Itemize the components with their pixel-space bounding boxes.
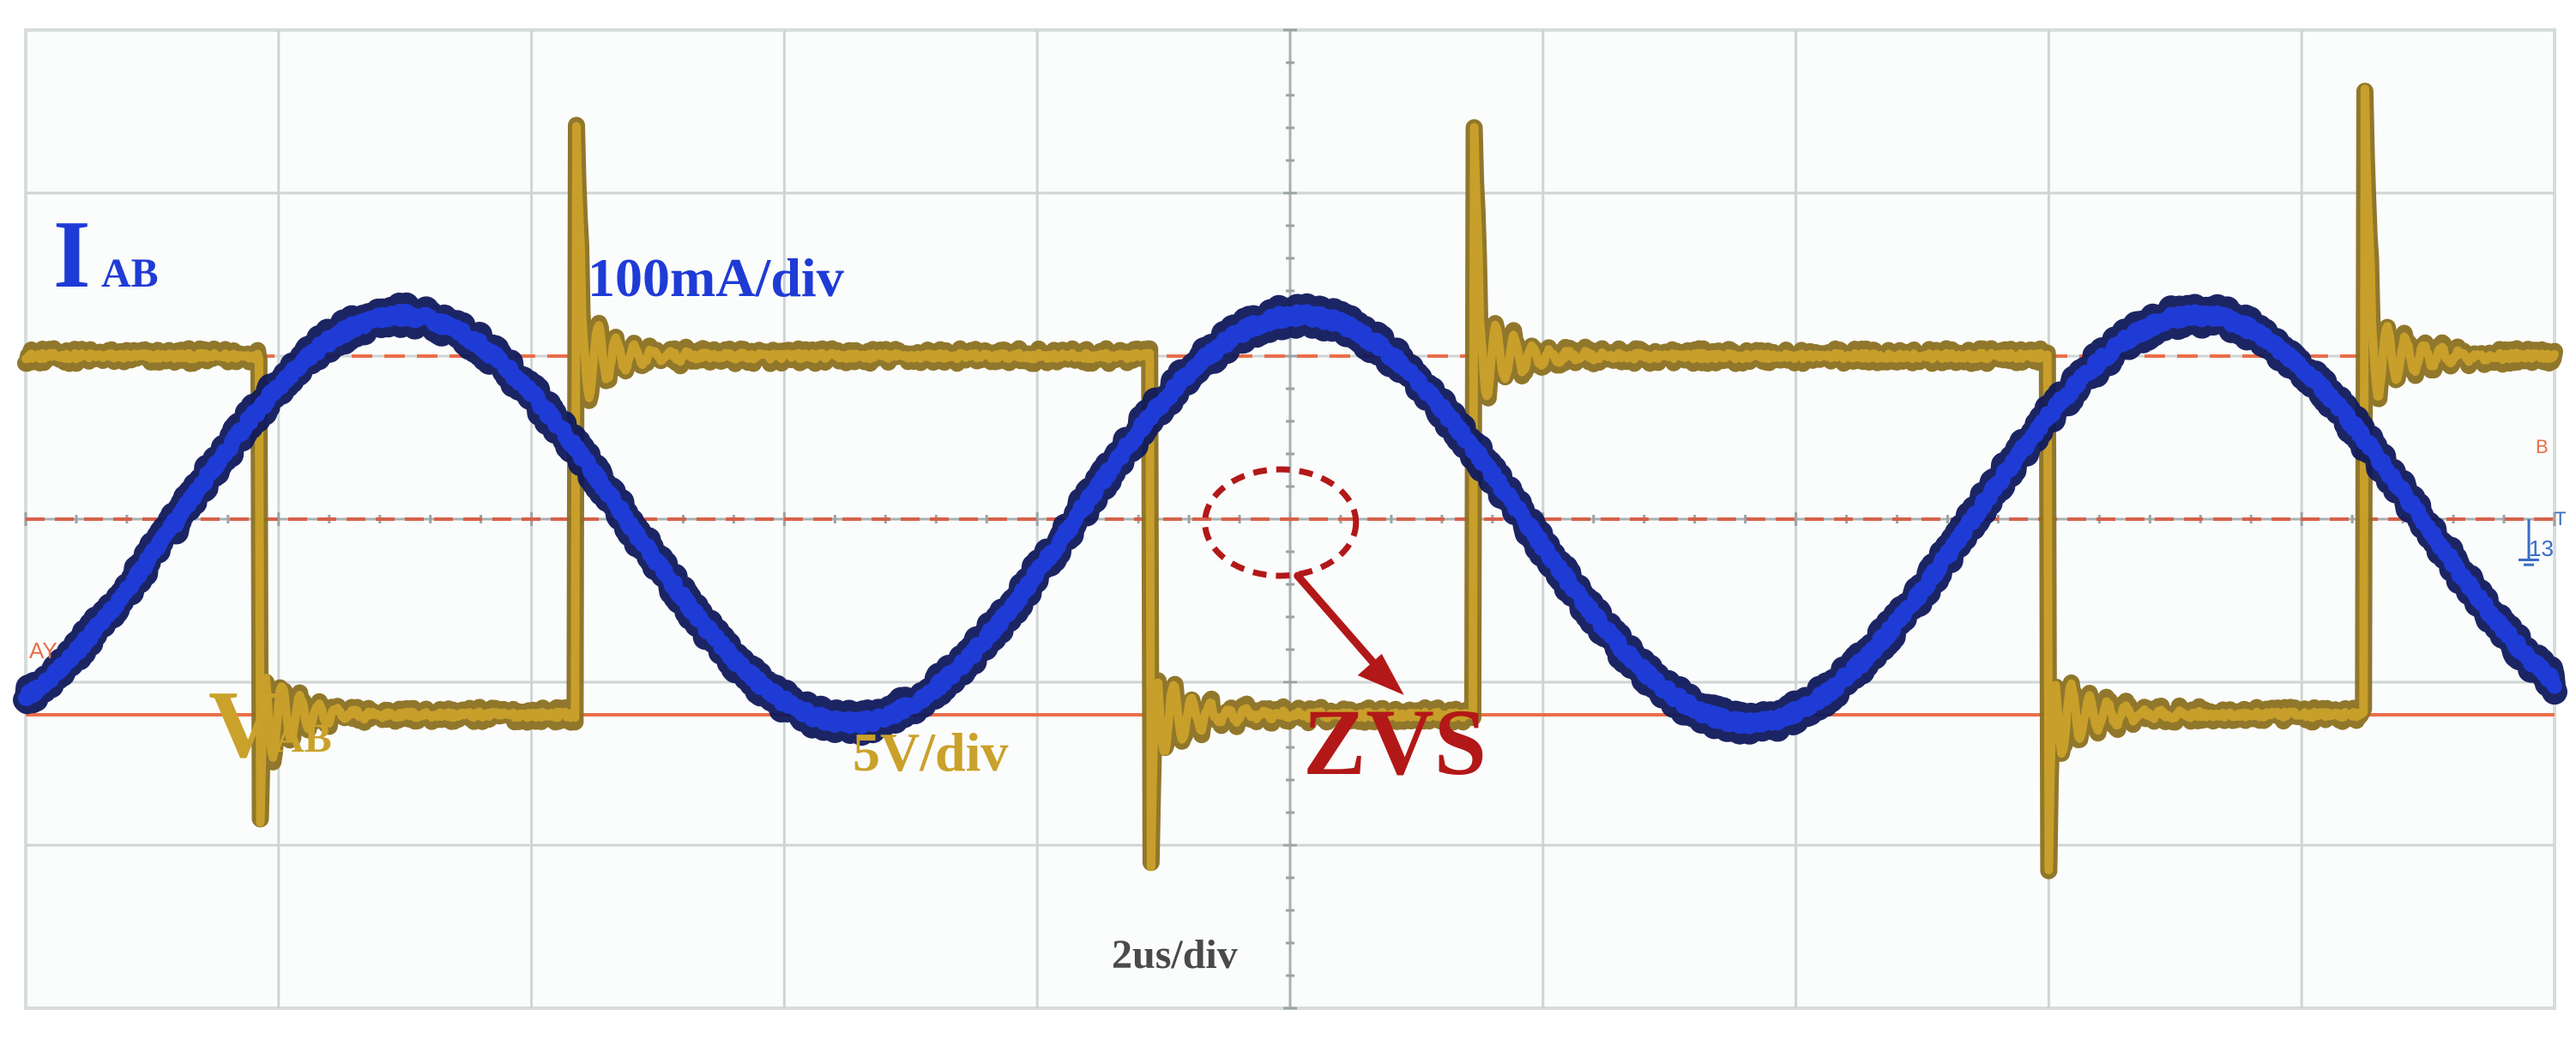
v-label-main: V — [208, 672, 278, 778]
current-trace-layer — [13, 292, 2567, 747]
ay-marker-label: AY — [29, 638, 57, 663]
voltage-trace-layer — [17, 82, 2563, 880]
time-scale-label: 2us/div — [1112, 932, 1238, 977]
channel-marker-label: 13 — [2529, 535, 2554, 561]
zvs-circle — [1202, 466, 1360, 579]
i-label-sub: AB — [101, 251, 159, 296]
current-scale-label: 100mA/div — [588, 247, 844, 308]
annotations — [1202, 466, 2539, 695]
zvs-arrow-shaft — [1294, 571, 1390, 680]
voltage-trace-core — [21, 84, 2559, 874]
v-label-sub: AB — [274, 716, 332, 761]
right-marker-label: B — [2536, 436, 2549, 457]
i-label-main: I — [53, 202, 91, 308]
voltage-scale-label: 5V/div — [853, 722, 1008, 783]
current-trace-core — [18, 303, 2562, 735]
zvs-label: ZVS — [1303, 690, 1487, 795]
trigger-marker-label: T — [2555, 508, 2566, 529]
zvs-arrow-head — [1357, 654, 1404, 695]
